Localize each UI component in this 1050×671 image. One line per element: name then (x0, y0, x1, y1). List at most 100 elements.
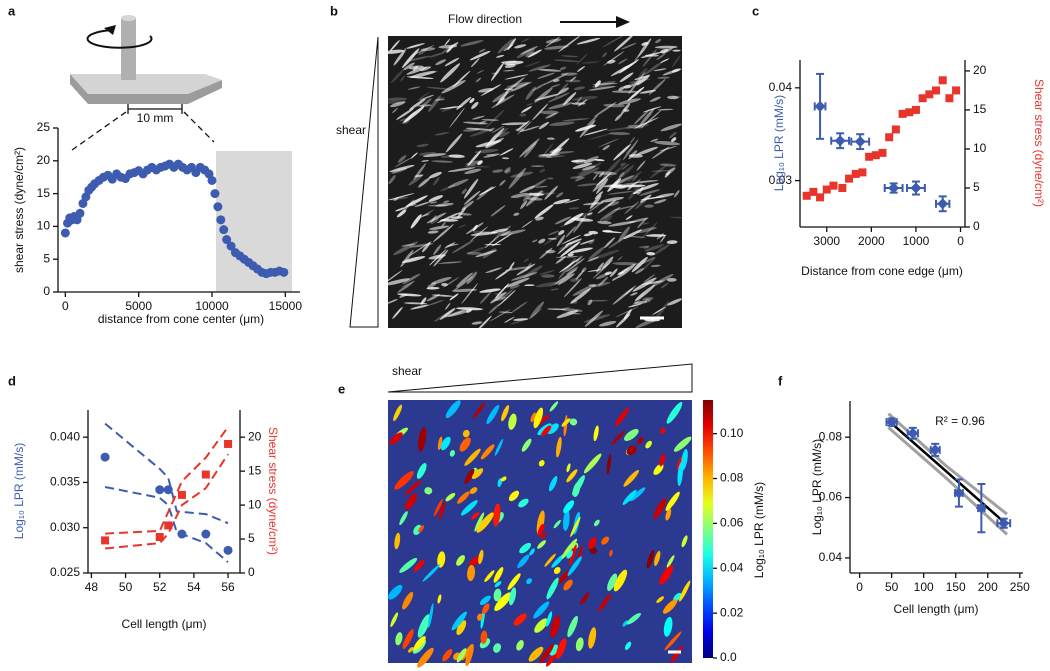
dashed-guide (71, 111, 127, 151)
streak (555, 256, 566, 264)
segment (480, 630, 488, 644)
y-tick-label: 0.040 (50, 429, 80, 443)
streak (596, 262, 604, 273)
streak (490, 291, 507, 304)
streak (484, 238, 496, 249)
streak (553, 199, 571, 205)
streak (421, 241, 431, 253)
segment (404, 493, 418, 510)
segment (598, 593, 612, 612)
point (907, 427, 919, 439)
streak (560, 221, 575, 228)
streak (393, 49, 406, 66)
point (925, 90, 934, 99)
streak (618, 86, 625, 91)
point (164, 521, 173, 530)
segment (508, 587, 517, 606)
segment (614, 407, 630, 427)
streak (542, 143, 554, 157)
streak (523, 284, 535, 287)
streak (576, 37, 601, 45)
streak (466, 246, 487, 255)
streak (444, 57, 460, 67)
streak (625, 146, 634, 154)
segment (533, 601, 550, 619)
segment (399, 557, 418, 573)
streak (508, 167, 527, 189)
streak (560, 241, 581, 257)
segment (563, 500, 575, 514)
segment (665, 491, 680, 511)
segment (494, 581, 502, 588)
streak (440, 184, 456, 192)
segment (624, 641, 632, 650)
streak (654, 244, 670, 255)
segment (472, 401, 486, 420)
streak (592, 177, 608, 192)
streak (671, 137, 677, 142)
streak (521, 106, 532, 113)
streak (428, 195, 444, 202)
segment (593, 519, 600, 527)
streak (553, 151, 575, 155)
streak (614, 113, 623, 122)
streak (404, 118, 410, 124)
streak (612, 262, 639, 266)
streak (499, 148, 514, 156)
streak (523, 141, 538, 158)
streak (574, 176, 585, 182)
streak (627, 182, 635, 191)
streak (609, 268, 618, 278)
segment (561, 418, 571, 427)
y2-tick-label: 20 (973, 63, 987, 77)
streak (513, 318, 529, 321)
streak (384, 278, 410, 286)
streak (623, 229, 642, 240)
streak (556, 310, 579, 319)
segment (660, 428, 666, 434)
point (937, 198, 949, 210)
streak (444, 38, 451, 46)
streak (517, 121, 532, 135)
streak (654, 199, 667, 204)
streak (640, 257, 656, 265)
streak (628, 72, 646, 95)
streak (636, 74, 650, 86)
point (224, 439, 233, 448)
streak (558, 87, 569, 94)
x-tick-label: 2000 (858, 234, 885, 248)
streak (618, 59, 639, 74)
segment (402, 591, 414, 610)
segment (570, 516, 581, 538)
streak (476, 186, 493, 201)
shaft (121, 18, 136, 80)
y-axis-label: Log₁₀ LPR (mM/s) (772, 95, 786, 191)
streak (427, 204, 448, 207)
streak (644, 244, 665, 252)
streak (644, 61, 663, 75)
streak (597, 220, 612, 225)
y2-tick-label: 5 (248, 531, 255, 545)
streak (660, 282, 669, 289)
streak (503, 44, 514, 52)
segment (680, 449, 688, 471)
streak (510, 192, 529, 198)
streak (619, 72, 634, 83)
point (885, 133, 894, 142)
streak (596, 178, 609, 194)
streak (444, 309, 465, 318)
streak (575, 255, 583, 263)
flow-arrow-head (616, 16, 630, 28)
streak (403, 62, 415, 71)
streak (659, 234, 666, 243)
streak (615, 306, 639, 318)
segment (567, 556, 582, 576)
streak (490, 62, 505, 81)
segment (418, 525, 425, 533)
segment (519, 542, 532, 554)
streak (620, 162, 627, 167)
segment (399, 511, 408, 526)
streak (629, 136, 636, 144)
streak (523, 191, 545, 198)
annotation: R² = 0.96 (935, 414, 985, 428)
